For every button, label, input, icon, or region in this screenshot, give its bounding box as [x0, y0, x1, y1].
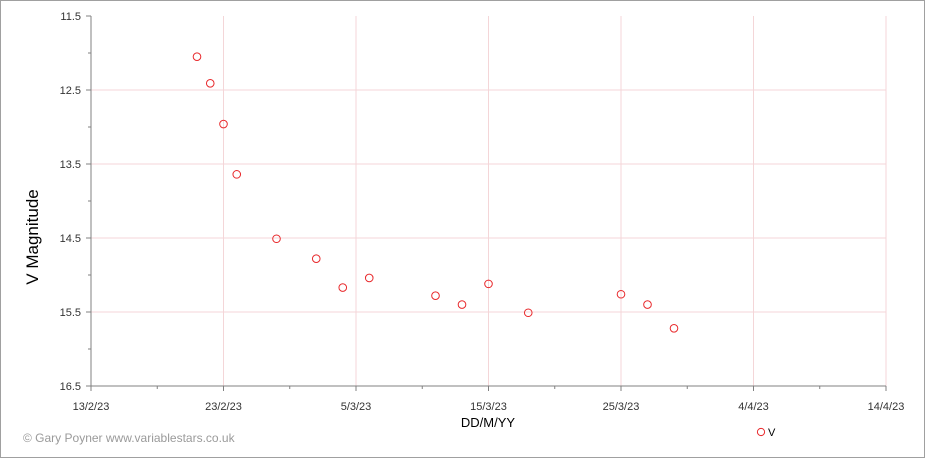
y-tick-label: 12.5 — [60, 85, 81, 97]
y-tick-label: 15.5 — [60, 307, 81, 319]
data-point — [338, 283, 348, 292]
data-point — [364, 273, 374, 283]
y-tick-label: 16.5 — [60, 381, 81, 393]
data-point — [205, 79, 215, 88]
y-tick-label: 11.5 — [60, 11, 81, 23]
data-point — [219, 119, 228, 129]
data-point — [431, 291, 440, 301]
data-point — [457, 300, 467, 309]
y-tick-label: 14.5 — [60, 233, 81, 245]
data-point — [232, 170, 242, 179]
y-axis-label: V Magnitude — [23, 189, 42, 284]
x-axis-label: DD/M/YY — [461, 415, 516, 430]
data-point — [643, 300, 652, 309]
legend-label-v: V — [768, 427, 776, 439]
x-tick-label: 14/4/23 — [868, 401, 905, 413]
x-tick-label: 23/2/23 — [205, 401, 242, 413]
data-point — [669, 323, 679, 333]
data-points — [192, 52, 679, 333]
axes: 13/2/23 23/2/23 5/3/23 15/3/23 25/3/23 4/4/23… — [60, 11, 905, 413]
data-point — [272, 234, 281, 244]
data-point — [192, 52, 202, 62]
x-tick-label: 13/2/23 — [73, 401, 110, 413]
legend-marker-v — [756, 427, 766, 437]
data-point — [616, 289, 626, 299]
x-tick-label: 25/3/23 — [603, 401, 640, 413]
x-tick-label: 5/3/23 — [341, 401, 372, 413]
y-tick-label: 13.5 — [60, 159, 81, 171]
grid — [91, 16, 887, 386]
data-point — [523, 308, 533, 318]
x-tick-label: 15/3/23 — [470, 401, 507, 413]
credit-text: © Gary Poyner www.variablestars.co.uk — [23, 431, 236, 445]
data-point — [311, 254, 321, 264]
legend: V — [756, 427, 776, 439]
x-tick-label: 4/4/23 — [738, 401, 769, 413]
data-point — [484, 279, 493, 289]
